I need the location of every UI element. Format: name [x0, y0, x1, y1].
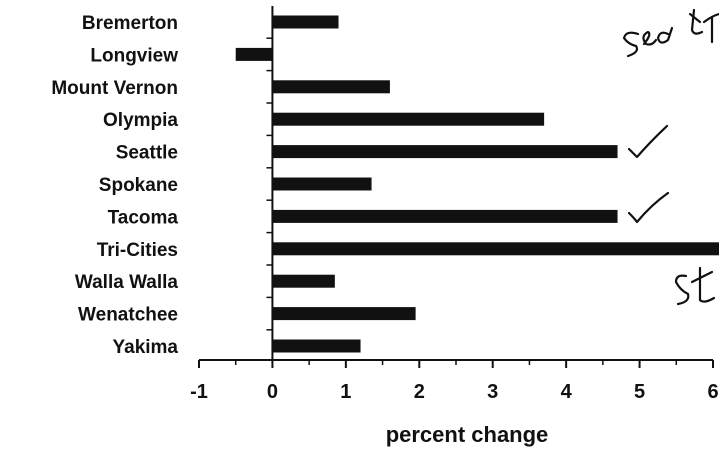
bar-spokane	[272, 177, 372, 191]
bar-wenatchee	[272, 307, 416, 321]
category-label: Walla Walla	[75, 272, 179, 293]
bar-tri-cities	[272, 242, 719, 256]
x-tick-label: 2	[414, 381, 425, 403]
category-label: Tacoma	[108, 207, 179, 228]
x-tick-label: -1	[190, 381, 208, 403]
checkmark-icon	[627, 124, 669, 159]
checkmark-icon	[627, 191, 670, 224]
bar-mount-vernon	[272, 80, 390, 94]
bar-tacoma	[272, 209, 618, 223]
x-tick-labels: -1 0 1 2 3 4 5 6	[190, 381, 718, 403]
category-label: Yakima	[113, 337, 179, 358]
category-labels: Bremerton Longview Mount Vernon Olympia Seat…	[51, 13, 178, 358]
category-label: Tri-Cities	[97, 240, 178, 261]
bar-yakima	[272, 339, 361, 353]
bar-bremerton	[272, 15, 339, 29]
bar-walla-walla	[272, 274, 335, 288]
y-axis-ticks	[266, 37, 273, 331]
bar-seattle	[272, 145, 618, 159]
bars-group	[235, 15, 719, 353]
category-label: Spokane	[99, 175, 178, 196]
handwriting-scribble-top	[622, 8, 719, 58]
category-label: Longview	[90, 45, 178, 66]
category-label: Bremerton	[82, 13, 178, 34]
bar-olympia	[272, 112, 545, 126]
x-tick-label: 4	[561, 381, 573, 403]
x-axis-title: percent change	[386, 422, 549, 447]
x-axis-ticks	[198, 360, 714, 368]
handwriting-scribble-right	[674, 266, 716, 306]
x-tick-label: 1	[340, 381, 351, 403]
x-tick-label: 0	[267, 381, 278, 403]
category-label: Olympia	[103, 110, 178, 131]
category-label: Mount Vernon	[51, 78, 178, 99]
x-tick-label: 6	[707, 381, 718, 403]
x-tick-label: 3	[487, 381, 498, 403]
category-label: Seattle	[116, 143, 178, 164]
bar-longview	[235, 47, 273, 61]
category-label: Wenatchee	[78, 305, 178, 326]
x-tick-label: 5	[634, 381, 645, 403]
